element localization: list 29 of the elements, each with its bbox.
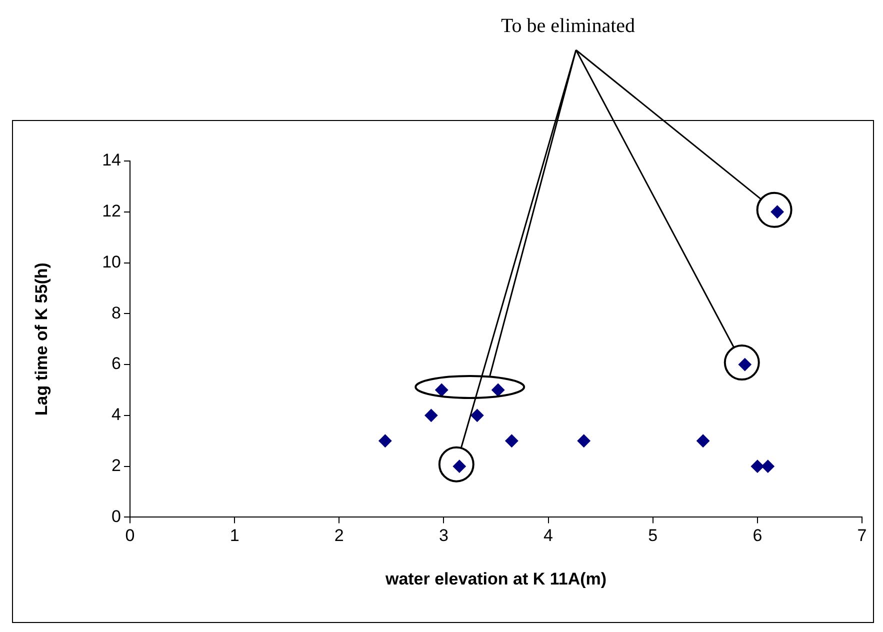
point — [424, 408, 438, 422]
y-tick-label: 14 — [102, 150, 121, 170]
point — [505, 434, 518, 448]
point — [435, 383, 448, 396]
point — [378, 434, 392, 448]
x-tick-label: 7 — [857, 526, 867, 546]
x-tick-label: 4 — [544, 526, 554, 546]
y-tick-label: 8 — [112, 303, 121, 322]
point — [696, 434, 710, 448]
y-tick-label: 10 — [102, 252, 121, 272]
y-tick-label: 0 — [112, 506, 121, 526]
y-tick-label: 12 — [102, 202, 121, 221]
point — [761, 460, 774, 473]
point — [750, 460, 764, 473]
x-axis-title: water elevation at K 11A(m) — [384, 569, 607, 588]
point — [577, 434, 590, 448]
x-tick-label: 2 — [334, 526, 344, 546]
y-axis-title: Lag time of K 55(h) — [32, 262, 51, 416]
x-tick-label: 0 — [125, 526, 135, 546]
y-tick-label: 4 — [112, 405, 121, 424]
y-tick-label: 6 — [112, 354, 121, 374]
text: To be eliminated — [500, 15, 636, 37]
x-tick-label: 3 — [438, 526, 448, 546]
x-tick-label: 1 — [230, 526, 240, 546]
point — [470, 408, 484, 422]
y-tick-label: 2 — [112, 456, 121, 475]
x-tick-label: 6 — [752, 526, 762, 546]
x-tick-label: 5 — [648, 526, 658, 546]
point — [492, 383, 505, 396]
